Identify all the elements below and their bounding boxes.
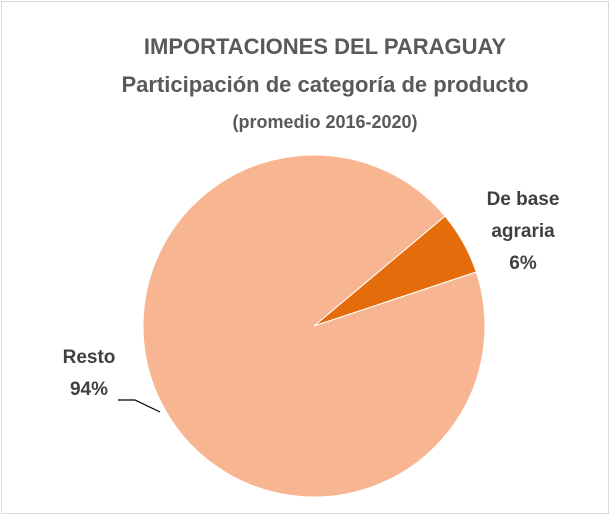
value-label: 94% [69, 379, 109, 400]
leader-line [118, 399, 161, 413]
chart-title: IMPORTACIONES DEL PARAGUAY [144, 34, 507, 59]
category-label: De base agraria [486, 189, 560, 242]
category-label: Resto [62, 347, 116, 368]
data-label: Resto 94% [49, 342, 129, 406]
value-label: 6% [509, 253, 537, 274]
pie-slice [142, 154, 486, 498]
chart-subtitle: Participación de categoría de producto [121, 72, 528, 97]
chart-subtitle: (promedio 2016-2020) [232, 112, 417, 132]
data-label: De base agraria 6% [473, 184, 573, 280]
